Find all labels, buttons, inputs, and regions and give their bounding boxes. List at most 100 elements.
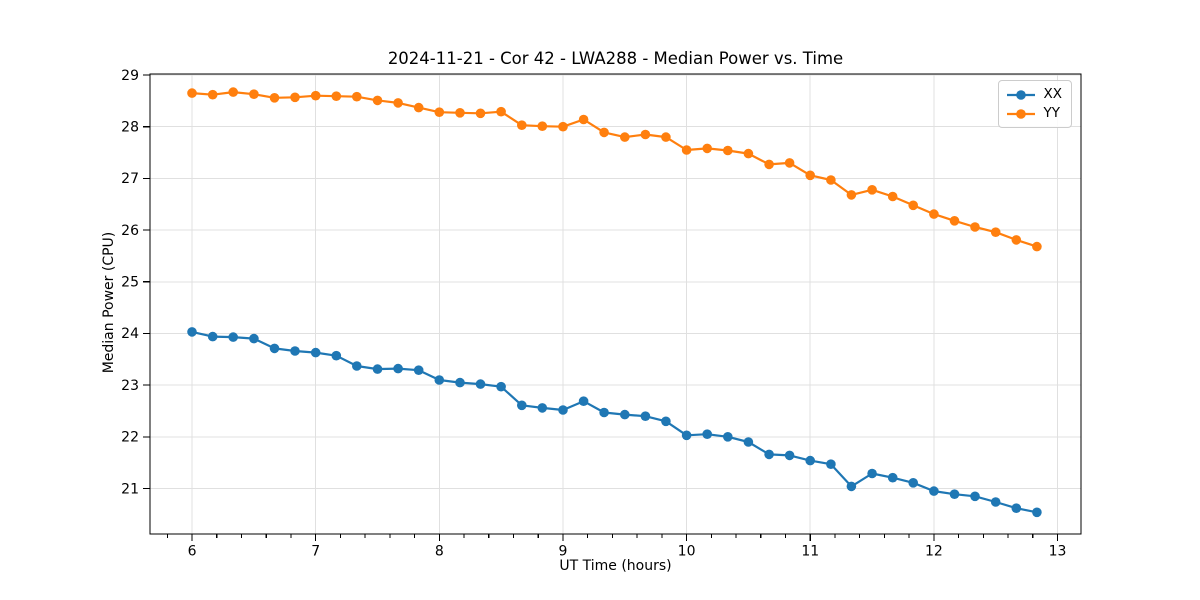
svg-text:21: 21 <box>121 481 139 497</box>
svg-text:10: 10 <box>678 544 696 560</box>
data-point <box>723 432 733 442</box>
data-point <box>929 486 939 496</box>
svg-text:26: 26 <box>121 223 139 239</box>
legend-label-yy: YY <box>1043 105 1061 121</box>
legend-line-marker-xx <box>1006 89 1035 100</box>
data-point <box>393 98 403 108</box>
data-point <box>846 190 857 200</box>
data-point <box>517 120 527 130</box>
data-point <box>517 400 527 411</box>
svg-text:24: 24 <box>121 326 139 342</box>
data-point <box>537 403 548 413</box>
data-point <box>352 361 362 371</box>
data-point <box>187 88 197 98</box>
data-point <box>743 148 754 159</box>
data-point <box>826 459 836 470</box>
x-axis-ticks <box>166 534 1059 541</box>
data-point <box>723 145 733 156</box>
svg-text:11: 11 <box>801 544 819 560</box>
y-tick-labels: 21 22 23 24 25 26 27 28 29 <box>121 68 139 497</box>
svg-text:22: 22 <box>121 430 139 446</box>
svg-text:9: 9 <box>558 544 567 560</box>
svg-text:25: 25 <box>121 275 139 291</box>
data-point <box>434 107 445 117</box>
y-axis-ticks <box>143 74 150 490</box>
svg-text:23: 23 <box>121 378 139 394</box>
data-point <box>764 449 774 460</box>
y-axis-label: Median Power (CPU) <box>101 231 117 374</box>
data-point <box>455 108 465 118</box>
data-point <box>372 364 383 374</box>
data-point <box>599 407 609 418</box>
data-point <box>887 191 898 202</box>
data-point <box>1011 503 1022 513</box>
data-point <box>331 91 342 101</box>
svg-text:8: 8 <box>435 544 444 560</box>
svg-text:12: 12 <box>925 544 943 560</box>
chart-title: 2024-11-21 - Cor 42 - LWA288 - Median Po… <box>387 49 844 68</box>
series-yy <box>187 87 1042 252</box>
data-point <box>702 429 712 440</box>
svg-text:6: 6 <box>188 544 197 560</box>
data-point <box>393 363 403 374</box>
svg-text:7: 7 <box>311 544 320 560</box>
data-point <box>970 222 980 232</box>
data-point <box>578 114 589 125</box>
data-point <box>887 472 898 483</box>
axes-frame <box>149 73 1082 535</box>
data-point <box>640 129 651 140</box>
data-point <box>475 108 486 119</box>
svg-text:13: 13 <box>1049 544 1067 560</box>
data-point <box>640 411 651 422</box>
data-point <box>599 127 609 138</box>
data-point <box>455 377 465 388</box>
data-point <box>352 91 362 102</box>
data-point <box>784 158 795 168</box>
data-point <box>661 132 671 142</box>
data-point <box>702 143 712 154</box>
data-point <box>413 102 424 113</box>
data-point <box>929 209 939 219</box>
data-point <box>249 89 259 99</box>
svg-text:28: 28 <box>121 119 139 135</box>
data-point <box>805 455 815 466</box>
legend: XX YY <box>997 80 1072 128</box>
data-point <box>496 381 506 392</box>
data-point <box>990 497 1001 507</box>
data-point <box>1032 507 1042 518</box>
data-point <box>1011 235 1022 245</box>
data-point <box>249 333 259 344</box>
data-point <box>269 343 280 354</box>
data-point <box>331 350 342 361</box>
data-point <box>537 121 548 131</box>
data-point <box>372 95 383 106</box>
data-point <box>578 396 589 407</box>
data-point <box>990 227 1001 237</box>
data-point <box>413 365 424 376</box>
data-point <box>228 87 238 97</box>
data-point <box>290 346 300 356</box>
data-point <box>846 481 857 492</box>
data-point <box>207 331 218 342</box>
data-point <box>908 478 918 488</box>
svg-text:27: 27 <box>121 171 139 187</box>
data-point <box>949 216 960 226</box>
x-axis-label: UT Time (hours) <box>559 558 672 574</box>
data-point <box>620 132 630 142</box>
data-point <box>867 185 877 195</box>
gridlines <box>150 74 1081 534</box>
legend-item-yy: YY <box>1006 104 1063 123</box>
data-point <box>496 106 506 117</box>
data-point <box>310 347 321 358</box>
data-point <box>310 90 321 101</box>
data-point <box>805 170 815 181</box>
data-point <box>620 409 630 420</box>
legend-label-xx: XX <box>1043 86 1063 102</box>
data-point <box>949 489 960 500</box>
data-point <box>784 450 795 461</box>
data-point <box>908 200 918 211</box>
data-point <box>743 437 754 447</box>
data-point <box>1032 241 1042 252</box>
